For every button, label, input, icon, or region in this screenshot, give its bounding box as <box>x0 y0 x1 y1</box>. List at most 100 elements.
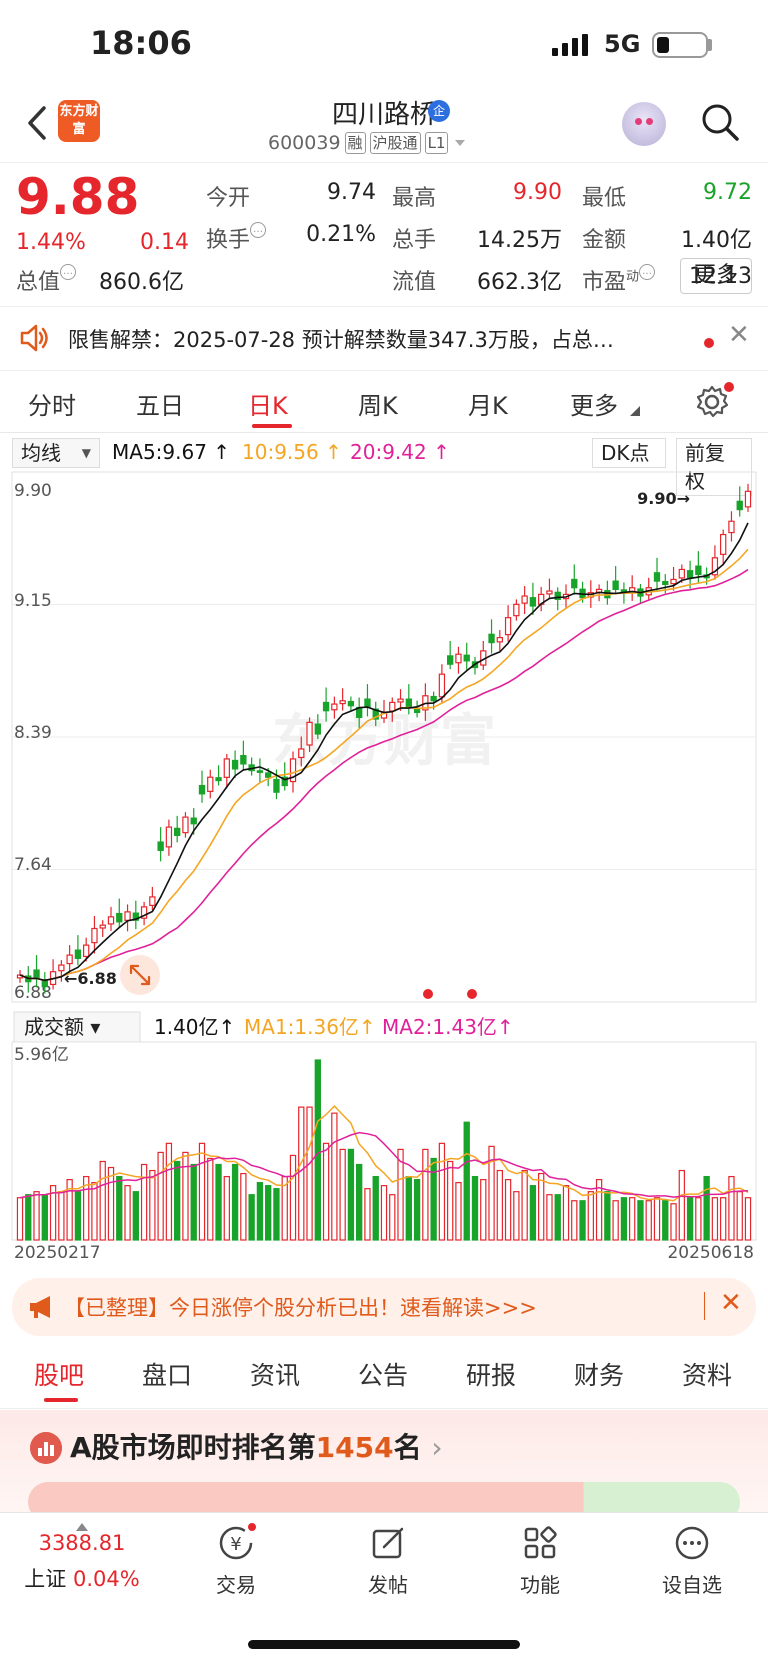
tab-profile[interactable]: 资料 <box>682 1361 733 1390</box>
more-stats-button[interactable]: 更多 <box>680 258 752 294</box>
price-tick-label: 6.88 <box>14 983 52 1003</box>
unlock-notice-bar[interactable]: 限售解禁：2025-07-28 预计解禁数量347.3万股，占总… ✕ <box>0 308 768 370</box>
dk-label: DK点 <box>601 441 650 465</box>
info-icon[interactable]: … <box>250 222 267 238</box>
nav-trade[interactable]: ¥ 交易 <box>176 1523 296 1598</box>
volume-bar <box>174 1160 181 1241</box>
candle-body <box>132 912 139 921</box>
candle-body <box>207 776 214 792</box>
candle-body <box>546 590 553 595</box>
banner-close-icon[interactable]: ✕ <box>720 1288 742 1318</box>
volume-bar <box>331 1112 338 1241</box>
stat-label-turnover: 换手… <box>206 222 267 254</box>
info-icon[interactable]: … <box>639 264 656 280</box>
volume-bar <box>198 1142 206 1241</box>
volume-bar <box>447 1160 454 1241</box>
candle-body <box>215 777 222 782</box>
volume-bar <box>41 1194 48 1241</box>
candle-body <box>372 708 379 720</box>
volume-bar <box>314 1059 321 1241</box>
index-quote[interactable]: 3388.81 上证 0.04% <box>22 1523 142 1593</box>
volume-bar <box>521 1169 528 1241</box>
tab-research[interactable]: 研报 <box>466 1361 517 1390</box>
volume-bar <box>347 1148 355 1241</box>
candle-body <box>521 595 528 604</box>
tab-pankou[interactable]: 盘口 <box>142 1361 193 1390</box>
tab-daily-k[interactable]: 日K <box>248 392 288 420</box>
dk-point-button[interactable]: DK点 <box>592 438 666 468</box>
volume-ma2-line <box>19 1131 749 1199</box>
volume-bar <box>430 1157 437 1241</box>
volume-bar <box>182 1151 189 1241</box>
stock-code: 600039 <box>268 132 341 154</box>
tab-monthly-k[interactable]: 月K <box>468 392 508 420</box>
volume-bar <box>265 1185 272 1241</box>
candle-body <box>33 969 40 979</box>
candle-body <box>653 572 661 582</box>
stock-code-row[interactable]: 600039 融 沪股通 L1 <box>268 132 468 154</box>
chart-settings-gear-icon[interactable] <box>694 384 730 420</box>
price-tick-label: 9.15 <box>14 591 52 611</box>
bottom-nav: 3388.81 上证 0.04% ¥ 交易 发帖 功能 <box>0 1512 768 1662</box>
nav-functions[interactable]: 功能 <box>480 1523 600 1598</box>
adjust-mode-button[interactable]: 前复权 <box>676 438 752 496</box>
nav-post[interactable]: 发帖 <box>328 1523 448 1598</box>
volume-bar <box>306 1106 313 1241</box>
volume-bar <box>686 1197 694 1241</box>
limit-up-analysis-banner[interactable]: 【已整理】今日涨停个股分析已出！速看解读>>> ✕ <box>12 1278 756 1336</box>
ma-selector[interactable]: 均线 ▼ <box>12 438 100 468</box>
signal-icon <box>552 34 588 56</box>
candle-body <box>289 758 297 783</box>
candle-body <box>149 896 156 906</box>
ma20-line <box>19 568 749 982</box>
candle-body <box>231 759 239 770</box>
stock-name: 四川路桥 <box>331 100 436 130</box>
ma10-line <box>19 548 749 982</box>
ma10-value: 10:9.56 ↑ <box>242 440 342 464</box>
tab-five-day[interactable]: 五日 <box>136 392 184 420</box>
eastmoney-logo[interactable]: 东方财富 <box>58 100 100 142</box>
search-icon[interactable] <box>700 102 740 142</box>
divider <box>0 370 768 371</box>
nav-add-watchlist[interactable]: 设自选 <box>632 1523 752 1598</box>
tab-guba[interactable]: 股吧 <box>34 1361 85 1390</box>
tag-level: L1 <box>424 132 449 154</box>
volume-bar <box>620 1197 628 1241</box>
candle-body <box>256 770 264 773</box>
tab-finance[interactable]: 财务 <box>574 1361 625 1390</box>
volume-bar <box>33 1191 40 1241</box>
candle-body <box>513 603 520 617</box>
volume-bar <box>132 1191 139 1241</box>
candle-body <box>298 748 305 759</box>
ai-assistant-robot-icon[interactable] <box>622 102 666 146</box>
enterprise-verified-badge: 企 <box>428 100 450 122</box>
volume-bar <box>695 1197 702 1241</box>
notice-close-icon[interactable]: ✕ <box>728 320 750 350</box>
candle-body <box>347 700 355 707</box>
pe-dynamic-sup: 动 <box>626 269 640 285</box>
tab-more[interactable]: 更多 <box>570 392 618 420</box>
tab-announcements[interactable]: 公告 <box>358 1361 409 1390</box>
candle-body <box>504 617 512 636</box>
stat-label-high: 最高 <box>392 186 437 211</box>
volume-bar <box>273 1188 280 1241</box>
info-icon[interactable]: … <box>60 264 77 280</box>
banner-text: 【已整理】今日涨停个股分析已出！速看解读>>> <box>64 1296 537 1320</box>
volume-bar <box>513 1191 520 1241</box>
settings-badge-dot <box>724 382 734 392</box>
market-rank-card[interactable]: A股市场即时排名第1454名 › <box>0 1410 768 1522</box>
grid-apps-icon <box>524 1526 557 1559</box>
tab-intraday[interactable]: 分时 <box>28 392 76 420</box>
candle-body <box>711 557 719 576</box>
header-divider <box>0 162 768 163</box>
tab-news[interactable]: 资讯 <box>250 1361 301 1390</box>
volume-bar <box>496 1169 503 1241</box>
index-value: 3388.81 <box>38 1531 126 1555</box>
candle-body <box>66 954 73 965</box>
back-arrow-icon[interactable] <box>22 100 52 146</box>
tab-weekly-k[interactable]: 周K <box>358 392 398 420</box>
x-start-date: 20250217 <box>14 1243 101 1260</box>
volume-bar <box>579 1200 586 1241</box>
chevron-right-icon: › <box>431 1431 443 1464</box>
